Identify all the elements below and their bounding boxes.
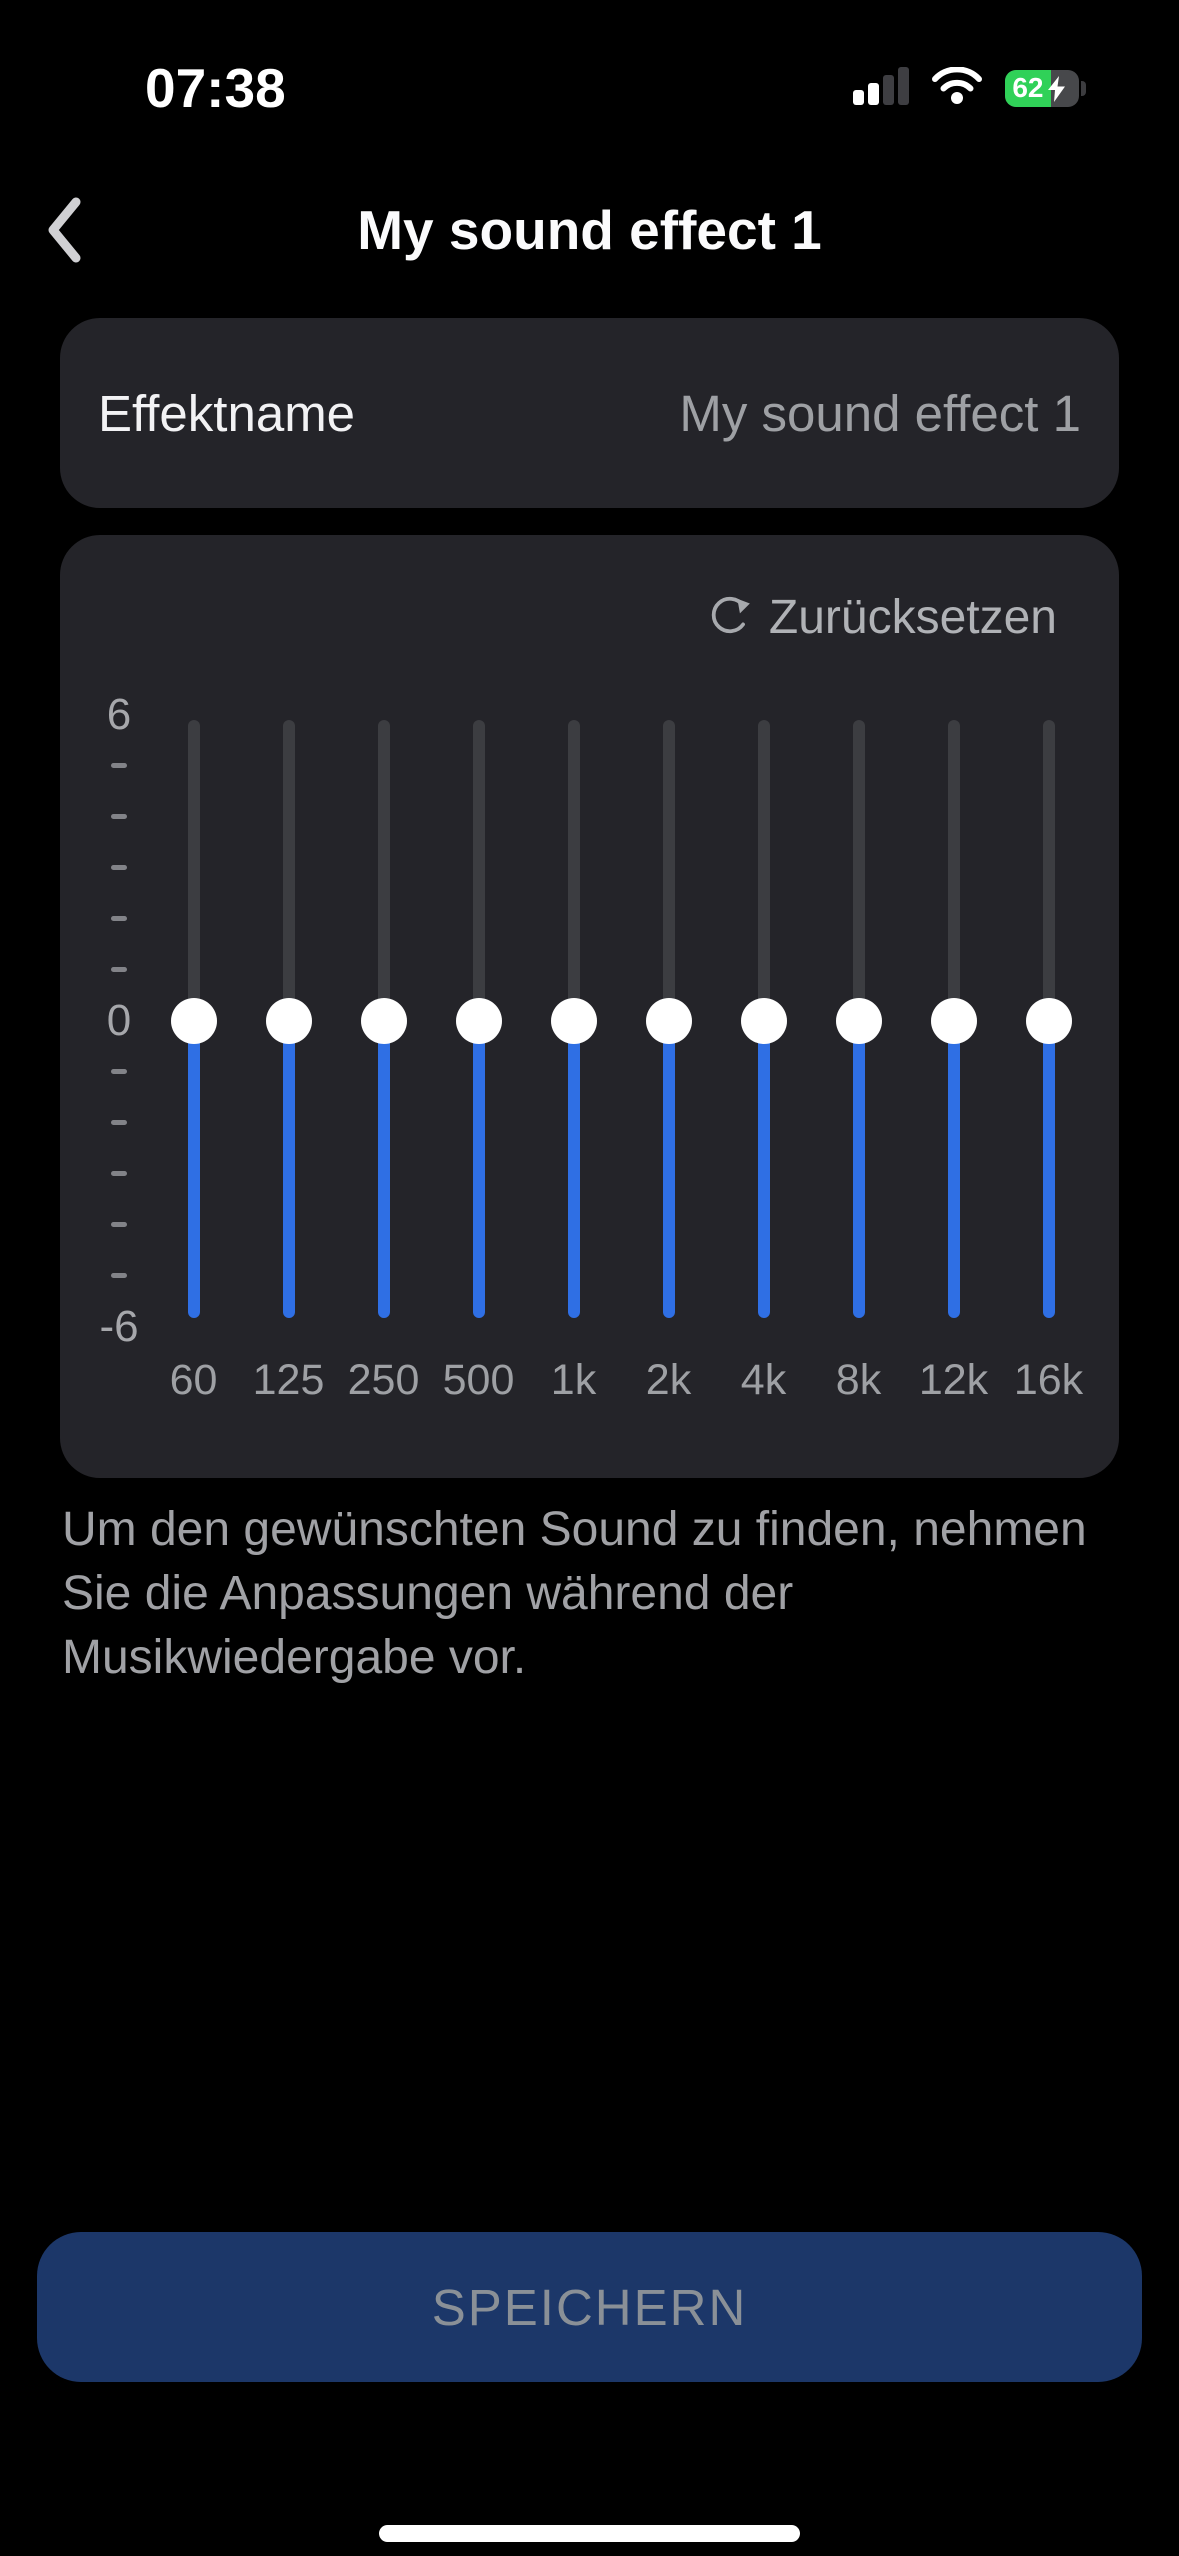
reset-button[interactable]: Zurücksetzen [707, 590, 1057, 644]
eq-slider-16k[interactable]: 16k [1001, 535, 1096, 1478]
eq-slider-125[interactable]: 125 [241, 535, 336, 1478]
freq-label: 2k [645, 1356, 692, 1404]
home-indicator[interactable] [379, 2525, 800, 2542]
eq-slider-2k[interactable]: 2k [621, 535, 716, 1478]
scale-min-label: -6 [99, 1302, 139, 1351]
effect-name-row[interactable]: Effektname My sound effect 1 [60, 318, 1119, 508]
save-button-label: SPEICHERN [431, 2278, 748, 2336]
slider-thumb[interactable] [360, 998, 407, 1044]
freq-label: 60 [169, 1356, 218, 1404]
eq-scale: 6 0 -6 [60, 535, 178, 1478]
eq-slider-1k[interactable]: 1k [526, 535, 621, 1478]
scale-mid-label: 0 [106, 996, 132, 1045]
nav-header: My sound effect 1 [0, 180, 1179, 280]
battery-charging-bolt [1048, 75, 1066, 107]
status-icons: 62 [853, 50, 1086, 126]
reset-icon [707, 592, 753, 643]
eq-slider-60[interactable]: 60 [146, 535, 241, 1478]
scale-max-label: 6 [106, 690, 132, 739]
battery-percent: 62 [1012, 72, 1044, 103]
wifi-icon [931, 65, 983, 110]
battery-fill [1005, 69, 1051, 107]
chevron-left-icon [45, 197, 85, 268]
freq-label: 500 [442, 1356, 515, 1404]
cellular-signal-icon [853, 66, 909, 110]
equalizer-card: Zurücksetzen 6 0 -6 60 [60, 535, 1119, 1478]
eq-slider-500[interactable]: 500 [431, 535, 526, 1478]
slider-thumb[interactable] [265, 998, 312, 1044]
effect-name-value: My sound effect 1 [679, 384, 1081, 442]
freq-label: 8k [835, 1356, 882, 1404]
freq-label: 16k [1013, 1356, 1084, 1404]
slider-thumb[interactable] [455, 998, 502, 1044]
description-text: Um den gewünschten Sound zu finden, nehm… [62, 1503, 1087, 1684]
eq-slider-12k[interactable]: 12k [906, 535, 1001, 1478]
slider-thumb[interactable] [550, 998, 597, 1044]
eq-slider-4k[interactable]: 4k [716, 535, 811, 1478]
eq-slider-8k[interactable]: 8k [811, 535, 906, 1478]
freq-label: 125 [252, 1356, 325, 1404]
freq-label: 4k [740, 1356, 787, 1404]
battery-icon: 62 [1005, 69, 1086, 107]
page-title: My sound effect 1 [357, 199, 822, 261]
freq-label: 12k [918, 1356, 989, 1404]
effect-name-label: Effektname [98, 384, 356, 442]
slider-thumb[interactable] [645, 998, 692, 1044]
status-bar: 07:38 62 [0, 50, 1179, 126]
freq-label: 1k [550, 1356, 597, 1404]
slider-thumb[interactable] [835, 998, 882, 1044]
slider-thumb[interactable] [1025, 998, 1072, 1044]
status-time: 07:38 [145, 57, 286, 119]
reset-label: Zurücksetzen [768, 590, 1057, 644]
back-button[interactable] [45, 194, 115, 270]
equalizer-sliders: 60 125 250 500 1k [146, 535, 1096, 1478]
save-button[interactable]: SPEICHERN [37, 2232, 1142, 2382]
slider-thumb[interactable] [740, 998, 787, 1044]
eq-slider-250[interactable]: 250 [336, 535, 431, 1478]
slider-thumb[interactable] [930, 998, 977, 1044]
freq-label: 250 [347, 1356, 420, 1404]
slider-thumb[interactable] [170, 998, 217, 1044]
